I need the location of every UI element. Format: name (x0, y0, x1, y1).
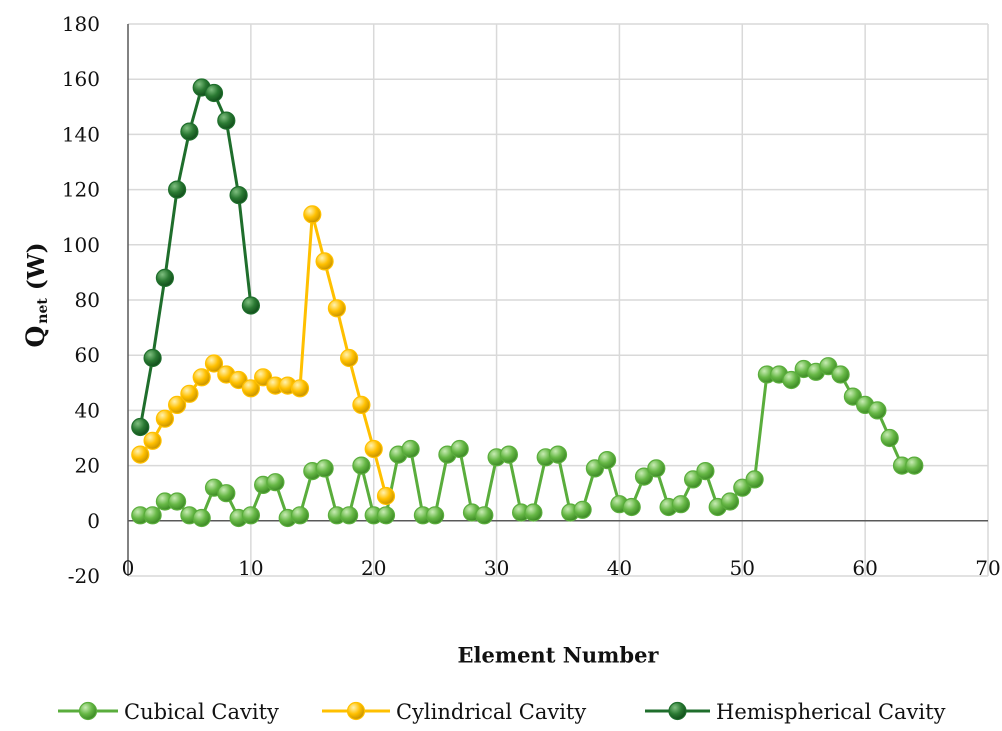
data-point (131, 417, 150, 437)
legend-marker (668, 701, 687, 721)
y-axis-label: Qnet (W) (21, 243, 51, 348)
data-point (868, 401, 887, 420)
data-point (155, 268, 174, 287)
data-point (180, 122, 199, 141)
data-point (143, 506, 162, 525)
y-tick-label: 100 (62, 233, 100, 257)
x-axis-label: Element Number (457, 642, 659, 668)
legend-marker (346, 701, 366, 721)
x-tick-label: 40 (607, 556, 632, 580)
data-point (671, 495, 691, 514)
data-point (450, 439, 469, 459)
data-point (745, 470, 764, 489)
data-point (352, 395, 371, 414)
legend-label: Hemispherical Cavity (716, 700, 946, 724)
data-point (426, 506, 445, 525)
y-tick-label: 60 (75, 343, 100, 367)
data-point (352, 456, 371, 475)
data-point (475, 506, 494, 525)
series-cylindrical-cavity (131, 205, 396, 506)
data-point (168, 395, 187, 414)
data-point (290, 506, 310, 525)
data-point (315, 252, 334, 271)
data-point (880, 428, 899, 448)
data-point (168, 180, 187, 199)
series-line (138, 86, 253, 428)
data-point (241, 506, 260, 525)
x-tick-label: 30 (484, 556, 509, 580)
y-tick-label: 160 (62, 67, 100, 91)
data-point (229, 186, 248, 205)
data-point (340, 506, 359, 525)
series-cubical-cavity (131, 357, 924, 528)
data-point (168, 492, 187, 511)
data-point (647, 459, 666, 478)
gridlines (128, 23, 989, 577)
legend-item: Cubical Cavity (58, 700, 279, 724)
x-tick-label: 0 (122, 556, 135, 580)
data-point (720, 492, 740, 511)
x-tick-label: 70 (975, 556, 1000, 580)
y-axis-label-sub: net (35, 298, 51, 324)
data-point (266, 473, 285, 492)
legend-label: Cubical Cavity (124, 700, 279, 724)
data-point (143, 348, 162, 368)
data-point (376, 486, 396, 506)
data-point (315, 459, 334, 478)
legend-label: Cylindrical Cavity (396, 700, 586, 724)
data-point (143, 431, 162, 450)
data-point (204, 83, 224, 103)
data-point (192, 368, 211, 387)
series-hemispherical-cavity (131, 78, 260, 437)
y-tick-label: 20 (75, 454, 100, 478)
y-axis-label-main: Q (21, 325, 50, 348)
data-point (364, 439, 383, 459)
data-point (340, 348, 359, 368)
y-tick-label: 80 (75, 288, 100, 312)
y-tick-label: -20 (68, 564, 100, 588)
data-point (696, 462, 715, 481)
y-tick-label: 140 (62, 122, 100, 146)
x-tick-label: 50 (730, 556, 755, 580)
axes (127, 24, 988, 576)
x-tick-label: 60 (852, 556, 877, 580)
data-point (573, 500, 592, 519)
legend-item: Hemispherical Cavity (645, 700, 946, 724)
data-point (401, 439, 420, 459)
data-point (782, 370, 801, 390)
data-point (192, 508, 211, 528)
legend: Cubical Cavity Cylindrical Cavity Hemisphe… (58, 700, 946, 724)
y-tick-label: 40 (75, 398, 100, 422)
data-point (290, 379, 310, 398)
data-point (499, 445, 518, 464)
data-point (131, 445, 150, 464)
data-point (548, 445, 568, 464)
y-tick-label: 120 (62, 178, 100, 202)
data-point (303, 205, 322, 224)
data-point (180, 384, 199, 403)
data-point (524, 503, 543, 522)
data-point (376, 506, 396, 525)
series-group (131, 78, 924, 528)
data-point (204, 354, 224, 373)
data-point (217, 111, 236, 130)
y-tick-label: 0 (87, 509, 100, 533)
data-point (155, 409, 174, 428)
data-point (217, 484, 236, 503)
data-point (597, 451, 617, 470)
x-tick-label: 10 (238, 556, 263, 580)
legend-marker (78, 701, 98, 721)
data-point (622, 497, 641, 517)
x-tick-label: 20 (361, 556, 386, 580)
legend-item: Cylindrical Cavity (322, 700, 586, 724)
data-point (905, 456, 924, 475)
data-point (831, 365, 850, 384)
data-point (327, 299, 346, 318)
data-point (241, 379, 260, 398)
y-tick-label: 180 (62, 12, 100, 36)
tick-labels: -20 0 20 40 60 80 100 120 140 160 180 0 10 20 30 40 50 60… (62, 12, 1001, 588)
y-axis-label-unit: (W) (23, 242, 50, 299)
data-point (241, 296, 260, 315)
